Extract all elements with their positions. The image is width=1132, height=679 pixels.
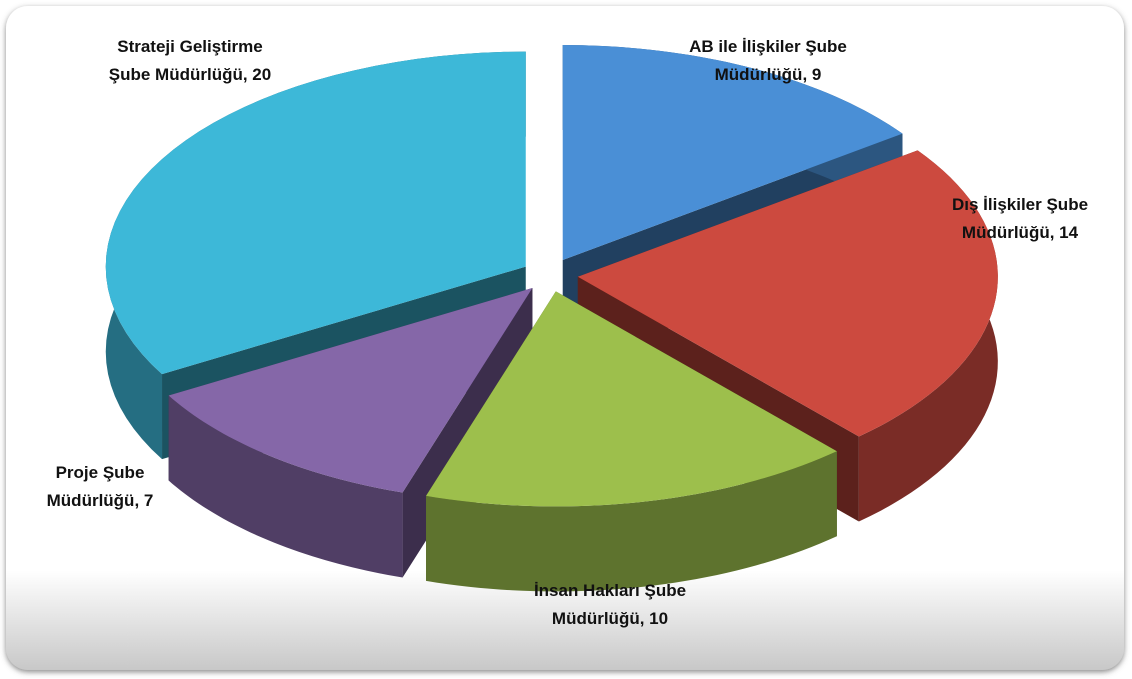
slice-top [426,291,837,507]
data-label: Dış İlişkiler Şube [952,195,1088,214]
data-label: Müdürlüğü, 14 [962,223,1079,242]
slice-top [168,288,533,493]
slice-top [562,45,903,261]
data-label: İnsan Hakları Şube [534,581,686,600]
slice [426,291,837,592]
data-label: Şube Müdürlüğü, 20 [109,65,271,84]
data-label: Müdürlüğü, 10 [552,609,668,628]
data-label: Strateji Geliştirme [117,37,263,56]
data-label: Müdürlüğü, 9 [715,65,822,84]
slice-edge [168,395,403,578]
data-label: Proje Şube [56,463,145,482]
slice-edge [426,451,837,592]
slice-top [105,51,526,375]
data-label: Müdürlüğü, 7 [47,491,154,510]
slice-top [577,150,998,437]
data-label: AB ile İlişkiler Şube [689,37,847,56]
